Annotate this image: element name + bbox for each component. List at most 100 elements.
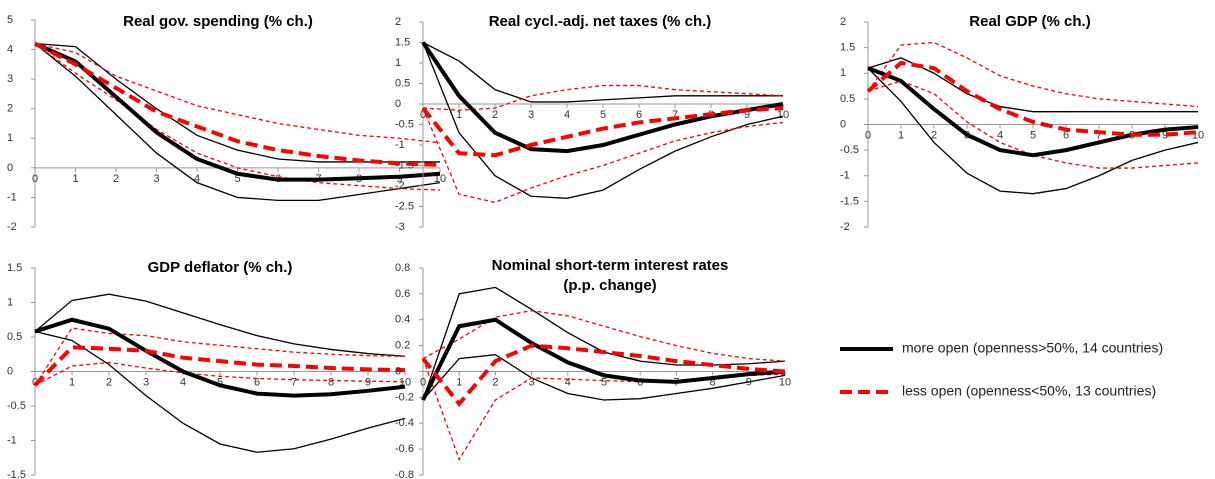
x-tick-label: 1 — [456, 109, 462, 121]
y-tick-label: -1 — [840, 170, 850, 182]
y-tick-label: -1 — [7, 191, 17, 203]
band-line — [34, 43, 441, 202]
x-tick-label: 4 — [180, 376, 186, 388]
x-tick-label: 9 — [365, 376, 371, 388]
chart-title: Real gov. spending (% ch.) — [123, 13, 313, 30]
x-tick-label: 7 — [1096, 129, 1102, 141]
x-tick-label: 5 — [217, 376, 223, 388]
band-line — [422, 84, 784, 111]
band-line — [422, 310, 786, 362]
x-tick-label: 3 — [528, 109, 534, 121]
y-tick-label: 1.5 — [395, 36, 410, 48]
y-tick-label: 2 — [7, 103, 13, 115]
series-line — [33, 345, 406, 387]
series-line — [421, 343, 786, 407]
x-tick-label: 4 — [564, 109, 570, 121]
x-tick-label: 10 — [777, 109, 789, 121]
band-line — [34, 43, 441, 144]
y-tick-label: 3 — [7, 73, 13, 85]
chart-subtitle: (p.p. change) — [563, 277, 656, 294]
x-tick-label: 6 — [636, 109, 642, 121]
y-tick-label: -2 — [395, 180, 405, 192]
y-tick-label: -2 — [840, 221, 850, 233]
y-tick-label: -0.5 — [7, 400, 26, 412]
band-line — [34, 327, 406, 386]
band-line — [34, 43, 440, 163]
band-line — [867, 41, 1199, 108]
x-tick-label: 0 — [32, 376, 38, 388]
y-tick-label: 0 — [7, 162, 13, 174]
y-tick-label: 0.8 — [395, 262, 410, 274]
x-tick-label: 8 — [710, 376, 716, 388]
series-line — [34, 41, 441, 167]
series-line — [421, 41, 784, 154]
x-tick-label: 6 — [254, 376, 260, 388]
y-tick-label: 0 — [840, 118, 846, 130]
y-tick-label: 1 — [840, 67, 846, 79]
y-tick-label: 0.5 — [395, 77, 410, 89]
legend-label: less open (openness<50%, 13 countries) — [902, 383, 1156, 399]
y-tick-label: -1 — [395, 139, 405, 151]
x-tick-label: 7 — [291, 376, 297, 388]
y-tick-label: -2 — [7, 221, 17, 233]
y-tick-label: -2.5 — [395, 200, 414, 212]
band-line — [34, 43, 441, 191]
x-tick-label: 2 — [492, 376, 498, 388]
x-tick-label: 0 — [865, 129, 871, 141]
y-tick-label: 4 — [7, 43, 13, 55]
x-tick-label: 2 — [931, 129, 937, 141]
band-line — [867, 67, 1199, 195]
x-tick-label: 10 — [779, 376, 791, 388]
y-tick-label: 2 — [395, 16, 401, 28]
series-line — [867, 66, 1199, 158]
band-line — [422, 41, 783, 103]
series-line — [866, 60, 1199, 137]
y-tick-label: -0.8 — [395, 469, 414, 479]
y-tick-label: -1 — [7, 434, 17, 446]
y-tick-label: -3 — [395, 221, 405, 233]
x-tick-label: 1 — [456, 376, 462, 388]
x-tick-label: 5 — [234, 173, 240, 185]
x-tick-label: 8 — [328, 376, 334, 388]
x-tick-label: 2 — [106, 376, 112, 388]
series-line — [34, 317, 406, 398]
x-tick-label: 4 — [565, 376, 571, 388]
band-line — [34, 361, 406, 386]
chart-title: GDP deflator (% ch.) — [148, 259, 293, 276]
x-tick-label: 0 — [420, 109, 426, 121]
y-tick-label: 1 — [7, 132, 13, 144]
y-tick-label: 0 — [395, 365, 401, 377]
series-line — [421, 106, 784, 158]
chart-title: Real GDP (% ch.) — [969, 13, 1090, 30]
y-tick-label: -1.5 — [840, 195, 859, 207]
x-tick-label: 3 — [143, 376, 149, 388]
x-tick-label: 9 — [396, 173, 402, 185]
y-tick-label: 0 — [7, 365, 13, 377]
x-tick-label: 4 — [194, 173, 200, 185]
x-tick-label: 1 — [898, 129, 904, 141]
y-tick-label: -0.5 — [840, 144, 859, 156]
series-line — [34, 41, 441, 182]
y-tick-label: -0.6 — [395, 443, 414, 455]
x-tick-label: 1 — [69, 376, 75, 388]
band-line — [422, 42, 784, 199]
x-tick-label: 3 — [529, 376, 535, 388]
x-tick-label: 2 — [113, 173, 119, 185]
x-tick-label: 1 — [72, 173, 78, 185]
band-line — [867, 80, 1199, 169]
y-tick-label: 1.5 — [840, 42, 855, 54]
y-tick-label: 0.5 — [7, 331, 22, 343]
y-tick-label: -0.4 — [395, 417, 414, 429]
x-tick-label: 6 — [1063, 129, 1069, 141]
chart-title: Nominal short-term interest rates — [492, 257, 729, 274]
x-tick-label: 2 — [492, 109, 498, 121]
legend-label: more open (openness>50%, 14 countries) — [902, 340, 1163, 356]
y-tick-label: 0.4 — [395, 314, 410, 326]
series-line — [421, 317, 786, 401]
y-tick-label: 0 — [395, 98, 401, 110]
band-line — [422, 354, 786, 401]
x-tick-label: 9 — [744, 109, 750, 121]
x-tick-label: 5 — [601, 376, 607, 388]
x-tick-label: 4 — [997, 129, 1003, 141]
